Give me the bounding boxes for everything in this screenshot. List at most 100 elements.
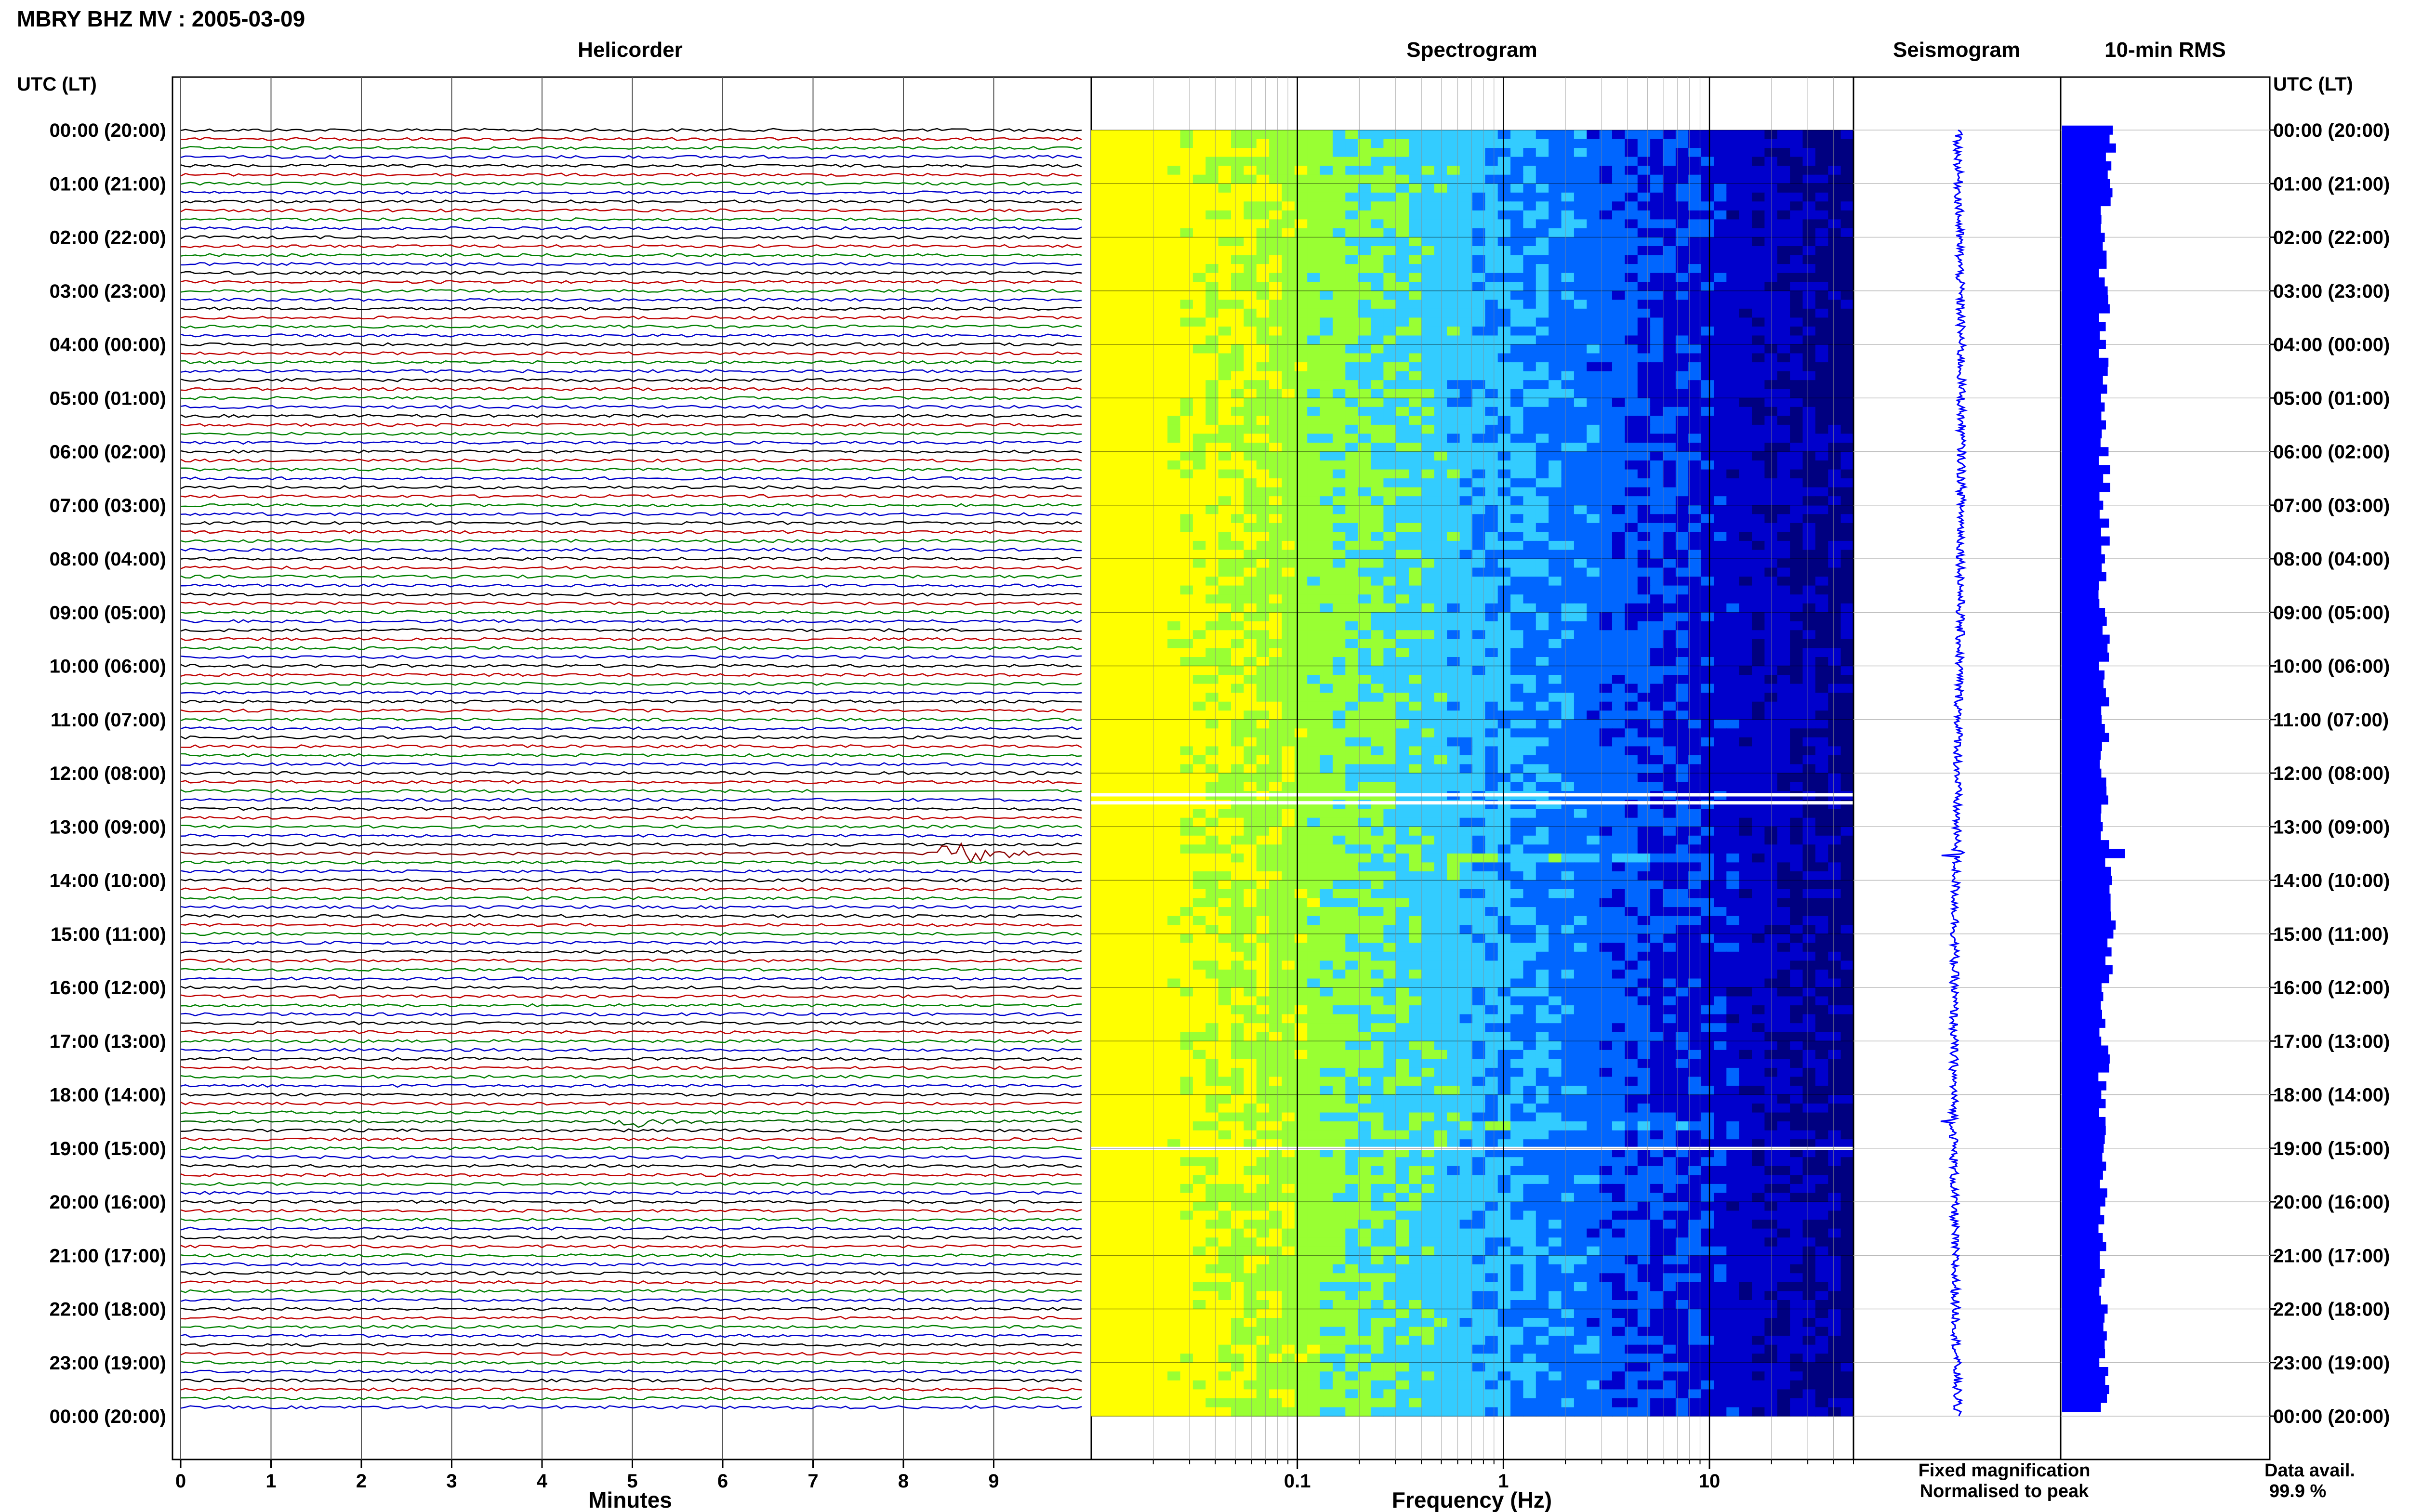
spectrogram-cell	[1777, 523, 1790, 532]
spectrogram-cell	[1828, 290, 1841, 300]
spectrogram-cell	[1192, 273, 1206, 282]
spectrogram-cell	[1434, 612, 1448, 622]
spectrogram-cell	[1282, 737, 1295, 747]
spectrogram-cell	[1244, 139, 1257, 148]
spectrogram-cell	[1116, 701, 1130, 711]
spectrogram-cell	[1625, 764, 1638, 774]
spectrogram-cell	[1777, 290, 1790, 300]
spectrogram-cell	[1599, 675, 1613, 684]
spectrogram-cell	[1726, 639, 1740, 648]
spectrogram-cell	[1739, 416, 1752, 425]
spectrogram-cell	[1675, 746, 1689, 756]
spectrogram-cell	[1688, 389, 1702, 398]
spectrogram-cell	[1777, 210, 1790, 220]
spectrogram-cell	[1358, 201, 1371, 211]
spectrogram-cell	[1320, 174, 1333, 184]
helicorder-trace-line	[180, 798, 1082, 802]
spectrogram-cell	[1282, 612, 1295, 622]
spectrogram-cell	[1599, 290, 1613, 300]
spectrogram-cell	[1447, 434, 1460, 443]
spectrogram-cell	[1574, 210, 1588, 220]
spectrogram-cell	[1396, 693, 1409, 702]
spectrogram-cell	[1688, 684, 1702, 693]
spectrogram-cell	[1104, 594, 1117, 604]
spectrogram-cell	[1561, 246, 1575, 256]
spectrogram-cell	[1688, 585, 1702, 595]
spectrogram-cell	[1396, 344, 1409, 354]
spectrogram-cell	[1447, 559, 1460, 568]
spectrogram-cell	[1650, 282, 1664, 291]
spectrogram-cell	[1244, 496, 1257, 506]
spectrogram-cell	[1129, 693, 1143, 702]
spectrogram-cell	[1167, 228, 1181, 238]
spectrogram-cell	[1116, 809, 1130, 818]
spectrogram-cell	[1167, 237, 1181, 247]
spectrogram-cell	[1218, 130, 1231, 140]
spectrogram-cell	[1371, 228, 1384, 238]
spectrogram-cell	[1269, 139, 1283, 148]
spectrogram-cell	[1663, 532, 1676, 541]
spectrogram-cell	[1104, 505, 1117, 514]
spectrogram-cell	[1231, 594, 1244, 604]
spectrogram-cell	[1154, 184, 1168, 193]
spectrogram-cell	[1142, 719, 1155, 729]
spectrogram-cell	[1599, 273, 1613, 282]
spectrogram-cell	[1802, 469, 1816, 479]
spectrogram-cell	[1091, 693, 1105, 702]
spectrogram-cell	[1752, 719, 1765, 729]
spectrogram-cell	[1701, 755, 1714, 764]
spectrogram-cell	[1688, 264, 1702, 274]
spectrogram-cell	[1714, 648, 1727, 657]
spectrogram-cell	[1180, 594, 1193, 604]
spectrogram-cell	[1091, 639, 1105, 648]
spectrogram-cell	[1129, 603, 1143, 613]
spectrogram-cell	[1701, 487, 1714, 497]
spectrogram-cell	[1739, 148, 1752, 158]
spectrogram-cell	[1828, 398, 1841, 408]
helicorder-trace-line	[180, 1262, 1082, 1267]
spectrogram-cell	[1142, 755, 1155, 764]
spectrogram-cell	[1409, 693, 1422, 702]
spectrogram-cell	[1549, 505, 1562, 514]
spectrogram-cell	[1218, 693, 1231, 702]
spectrogram-cell	[1726, 559, 1740, 568]
spectrogram-cell	[1307, 255, 1321, 264]
spectrogram-cell	[1129, 184, 1143, 193]
spectrogram-cell	[1625, 166, 1638, 175]
spectrogram-cell	[1802, 540, 1816, 550]
spectrogram-cell	[1244, 264, 1257, 274]
spectrogram-cell	[1282, 317, 1295, 327]
spectrogram-cell	[1091, 701, 1105, 711]
spectrogram-cell	[1625, 809, 1638, 818]
spectrogram-cell	[1180, 255, 1193, 264]
spectrogram-cell	[1675, 764, 1689, 774]
spectrogram-cell	[1434, 585, 1448, 595]
spectrogram-cell	[1180, 478, 1193, 488]
spectrogram-cell	[1294, 755, 1308, 764]
spectrogram-cell	[1294, 308, 1308, 318]
spectrogram-cell	[1447, 317, 1460, 327]
spectrogram-cell	[1371, 505, 1384, 514]
spectrogram-cell	[1764, 157, 1778, 166]
spectrogram-cell	[1840, 496, 1854, 506]
spectrogram-cell	[1828, 353, 1841, 363]
spectrogram-cell	[1612, 166, 1626, 175]
spectrogram-cell	[1523, 157, 1536, 166]
spectrogram-cell	[1294, 701, 1308, 711]
spectrogram-cell	[1764, 184, 1778, 193]
spectrogram-cell	[1637, 460, 1651, 470]
spectrogram-cell	[1180, 684, 1193, 693]
spectrogram-cell	[1282, 344, 1295, 354]
spectrogram-cell	[1587, 496, 1600, 506]
right-time-tick-label: 16:00 (12:00)	[2273, 977, 2390, 999]
spectrogram-cell	[1650, 174, 1664, 184]
spectrogram-cell	[1675, 201, 1689, 211]
spectrogram-cell	[1472, 380, 1486, 390]
spectrogram-cell	[1269, 603, 1283, 613]
spectrogram-cell	[1358, 603, 1371, 613]
spectrogram-cell	[1244, 407, 1257, 416]
spectrogram-cell	[1409, 300, 1422, 309]
spectrogram-cell	[1637, 773, 1651, 783]
spectrogram-cell	[1701, 612, 1714, 622]
spectrogram-cell	[1104, 710, 1117, 720]
